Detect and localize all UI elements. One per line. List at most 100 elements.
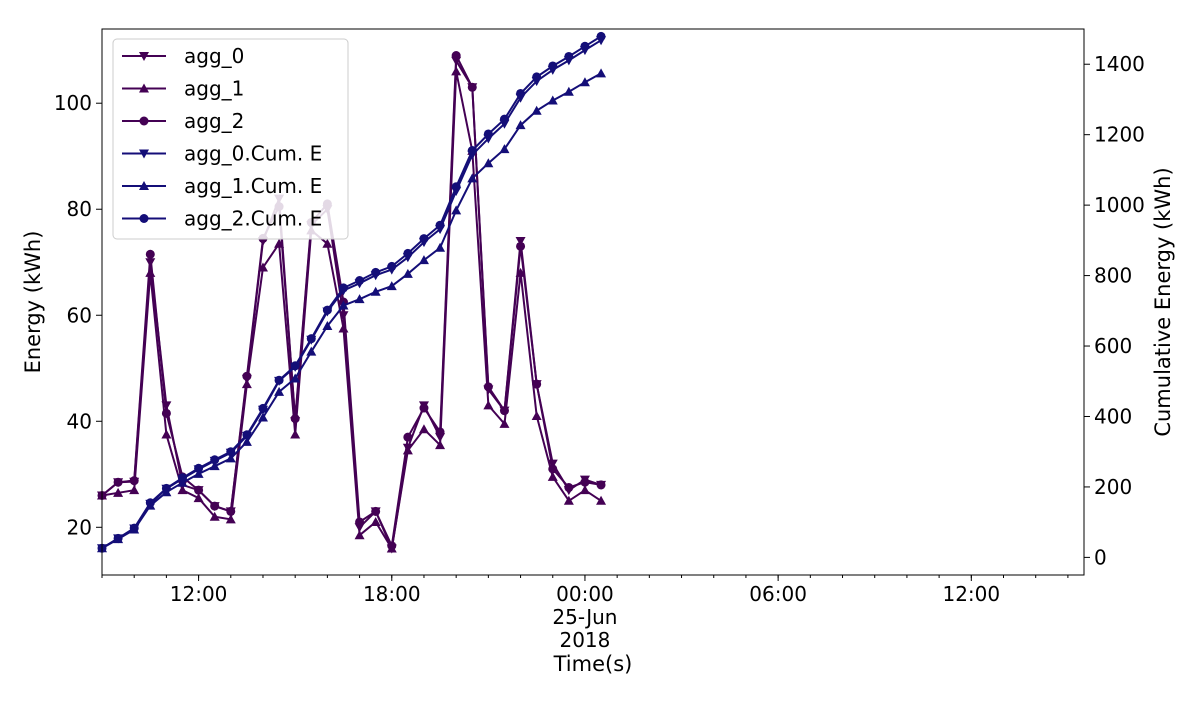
data-point — [145, 249, 155, 259]
y2-tick-label: 600 — [1094, 334, 1132, 358]
data-point — [548, 464, 558, 474]
data-point — [483, 382, 493, 392]
data-point — [193, 468, 204, 478]
data-point — [563, 86, 574, 96]
data-point — [418, 255, 429, 265]
data-point — [290, 373, 301, 383]
data-point — [113, 477, 123, 487]
data-point — [290, 414, 300, 424]
y2-tick-label: 1400 — [1094, 52, 1145, 76]
x-axis-label: Time(s) — [553, 652, 633, 676]
data-point — [596, 480, 606, 490]
legend-label: agg_1.Cum. E — [184, 174, 322, 198]
data-point — [596, 495, 607, 505]
x-tick-label: 06:00 — [749, 582, 807, 606]
data-point — [451, 51, 461, 61]
y-tick-label: 60 — [67, 303, 92, 327]
data-point — [338, 323, 349, 333]
data-point — [338, 283, 348, 293]
data-point — [499, 144, 510, 154]
data-point — [579, 485, 590, 495]
legend-item: agg_0 — [122, 44, 244, 68]
data-point — [257, 262, 268, 272]
data-point — [419, 234, 429, 244]
data-point — [563, 495, 574, 505]
data-point — [451, 182, 461, 192]
data-point — [548, 61, 558, 71]
data-point — [596, 68, 607, 78]
data-point — [241, 436, 252, 446]
data-point — [516, 88, 526, 98]
legend-item: agg_2.Cum. E — [122, 207, 322, 231]
legend-marker — [139, 52, 149, 61]
data-point — [113, 533, 123, 543]
data-point — [177, 485, 188, 495]
data-point — [580, 41, 590, 51]
legend-label: agg_1 — [184, 77, 244, 101]
data-point — [354, 530, 365, 540]
y2-axis-label: Cumulative Energy (kWh) — [1151, 167, 1175, 436]
x-tick-label: 12:00 — [942, 582, 1000, 606]
data-point — [322, 320, 333, 330]
y-tick-label: 20 — [67, 515, 92, 539]
data-point — [355, 276, 365, 286]
y-tick-label: 100 — [54, 91, 92, 115]
plot-area-frame — [101, 28, 1085, 576]
data-point — [387, 261, 397, 271]
data-point — [194, 485, 204, 495]
data-point — [274, 375, 284, 385]
data-point — [290, 361, 300, 371]
legend-marker — [139, 214, 149, 223]
y2-tick-label: 400 — [1094, 404, 1132, 428]
legend-label: agg_0.Cum. E — [184, 142, 322, 166]
data-point — [242, 430, 252, 440]
data-point — [402, 268, 413, 278]
y-axis-left: 20 40 60 80 100 — [54, 91, 102, 539]
data-point — [193, 493, 204, 503]
y-axis-right: 0 200 400 600 800 1000 1200 1400 — [1084, 52, 1145, 569]
data-point — [355, 517, 365, 527]
data-point — [419, 403, 429, 413]
data-point — [499, 114, 509, 124]
legend-marker — [139, 149, 149, 159]
x-tick-label: 12:00 — [170, 582, 228, 606]
data-point — [564, 483, 574, 493]
data-point — [129, 476, 139, 486]
y2-tick-label: 800 — [1094, 264, 1132, 288]
legend-item: agg_1 — [122, 77, 244, 101]
data-point — [564, 51, 574, 61]
data-point — [435, 440, 446, 450]
data-point — [322, 305, 332, 315]
legend: agg_0 agg_1 agg_2 agg_0.Cum. E agg_1.Cum. E a… — [112, 38, 349, 240]
data-point — [531, 410, 542, 420]
data-point — [258, 403, 268, 413]
data-point — [145, 267, 156, 277]
data-point — [532, 72, 542, 82]
data-point — [531, 105, 542, 115]
data-point — [290, 429, 301, 439]
data-point — [387, 541, 397, 551]
y-tick-label: 80 — [67, 197, 92, 221]
data-point — [515, 237, 526, 247]
data-point — [210, 501, 220, 511]
data-point — [499, 406, 509, 416]
data-point — [418, 424, 429, 434]
y2-tick-label: 0 — [1094, 545, 1107, 569]
data-point — [435, 242, 446, 252]
data-point — [194, 463, 204, 473]
data-point — [579, 77, 590, 87]
data-point — [129, 485, 140, 495]
legend-item: agg_1.Cum. E — [122, 174, 322, 198]
data-point — [338, 300, 349, 310]
y2-tick-label: 1200 — [1094, 123, 1145, 147]
data-point — [451, 205, 462, 215]
data-point — [161, 429, 172, 439]
legend-marker — [139, 181, 149, 190]
data-point — [370, 516, 381, 526]
data-point — [210, 455, 220, 465]
data-point — [177, 473, 187, 483]
data-point — [370, 286, 381, 296]
data-point — [596, 31, 606, 41]
x-tick-sublabel: 2018 — [559, 628, 610, 652]
